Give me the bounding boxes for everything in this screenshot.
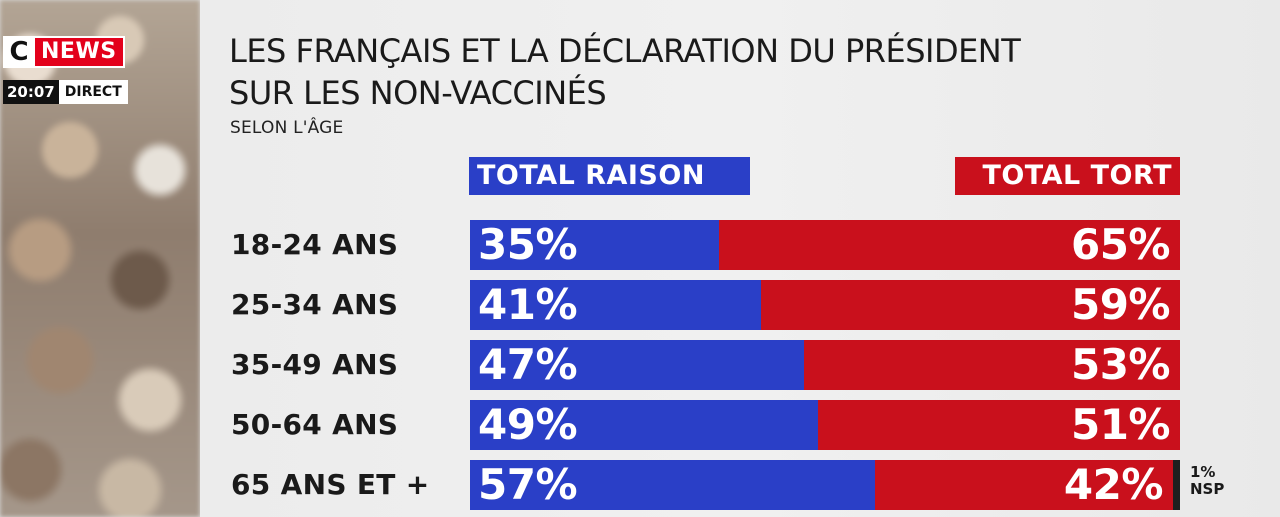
bar-segment-tort [803,340,1180,390]
data-label-tort: 65% [1070,220,1171,269]
stacked-bar: 57% 42% [470,460,1180,510]
stacked-bar: 47% 53% [470,340,1180,390]
logo-c: C [3,36,35,68]
bar-segment-raison [470,460,875,510]
background-crowd-image [0,0,200,517]
bar-segment-tort [718,220,1180,270]
category-label: 25-34 ANS [231,288,399,321]
nsp-annotation: 1% NSP [1190,464,1224,498]
live-clock: 20:07 DIRECT [3,80,128,104]
category-label: 50-64 ANS [231,408,399,441]
channel-logo: C NEWS [3,36,125,68]
stacked-bar: 41% 59% [470,280,1180,330]
chart-subtitle: SELON L'ÂGE [230,118,344,138]
bar-segment-tort [817,400,1180,450]
category-label: 65 ANS ET + [231,468,430,501]
bar-segment-raison [470,340,804,390]
bar-segment-raison [470,280,762,330]
bar-segment-nsp [1172,460,1180,510]
data-label-raison: 35% [478,220,578,269]
data-label-raison: 49% [478,400,578,449]
logo-news: NEWS [35,36,125,68]
bar-segment-raison [470,220,719,270]
category-label: 35-49 ANS [231,348,399,381]
data-label-raison: 41% [478,280,578,329]
chart-title: LES FRANÇAIS ET LA DÉCLARATION DU PRÉSID… [229,30,1189,114]
stacked-bar: 35% 65% [470,220,1180,270]
bar-segment-tort [874,460,1173,510]
data-label-raison: 47% [478,340,578,389]
legend-total-raison: TOTAL RAISON [469,157,750,195]
chart-title-line-1: LES FRANÇAIS ET LA DÉCLARATION DU PRÉSID… [229,32,1021,70]
data-label-tort: 42% [1063,460,1164,509]
data-label-raison: 57% [478,460,578,509]
data-label-tort: 59% [1070,280,1171,329]
clock-time: 20:07 [3,80,59,104]
nsp-annotation-value: 1% [1190,463,1216,481]
stacked-bar: 49% 51% [470,400,1180,450]
bar-segment-tort [761,280,1180,330]
chart-title-line-2: SUR LES NON-VACCINÉS [229,74,607,112]
category-label: 18-24 ANS [231,228,399,261]
bar-segment-raison [470,400,818,450]
data-label-tort: 51% [1070,400,1171,449]
legend-total-tort: TOTAL TORT [955,157,1180,195]
nsp-annotation-label: NSP [1190,480,1225,498]
data-label-tort: 53% [1070,340,1171,389]
live-badge: DIRECT [58,80,128,104]
